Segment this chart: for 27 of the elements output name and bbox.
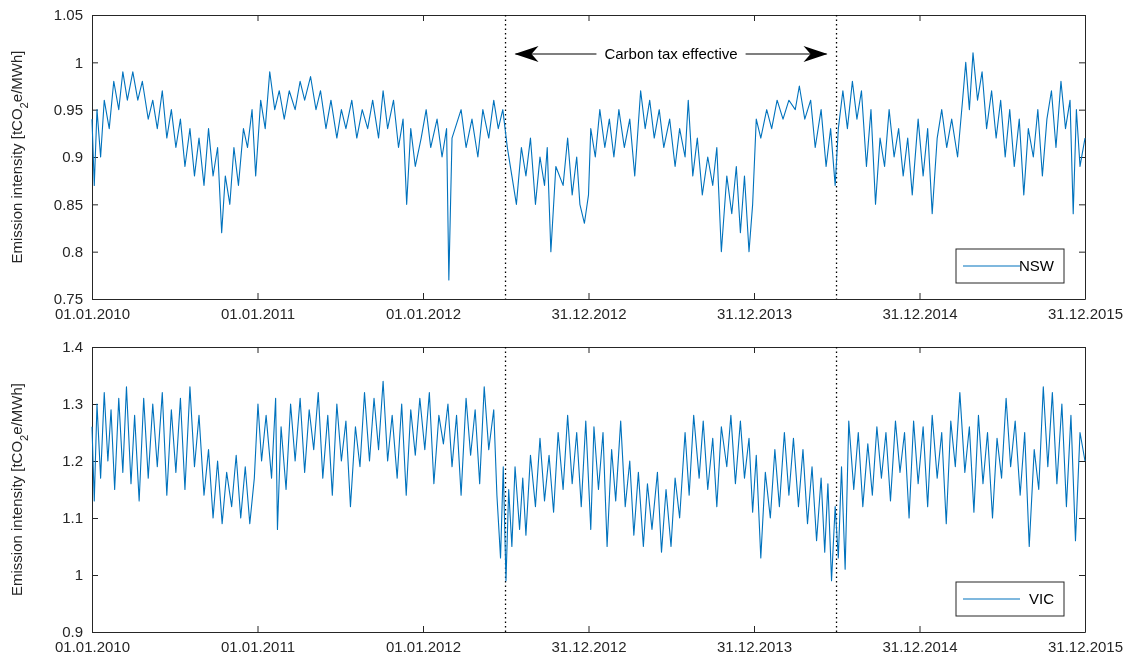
x-tick-label: 01.01.2012 <box>385 637 462 655</box>
x-tick-label: 31.12.2013 <box>716 637 793 655</box>
y-tick-label: 1.1 <box>62 509 83 527</box>
legend-label: VIC <box>1028 590 1055 607</box>
x-tick-label: 31.12.2015 <box>1047 637 1124 655</box>
x-tick-label: 31.12.2012 <box>551 637 627 655</box>
y-tick-label: 0.95 <box>53 100 83 118</box>
y-tick-label: 0.8 <box>62 242 83 260</box>
x-tick-label: 31.12.2014 <box>882 637 958 655</box>
y-tick-label: 1 <box>74 566 83 584</box>
y-tick-label: 1.3 <box>62 395 83 413</box>
y-tick-label: 1 <box>74 53 83 71</box>
y-tick-label: 0.85 <box>53 195 83 213</box>
x-tick-label: 31.12.2014 <box>882 304 958 322</box>
x-tick-label: 01.01.2012 <box>385 304 462 322</box>
x-tick-label: 31.12.2015 <box>1047 304 1124 322</box>
x-tick-label: 31.12.2012 <box>551 304 627 322</box>
y-tick-label: 1.05 <box>53 6 83 24</box>
legend-label: NSW <box>1019 257 1055 274</box>
y-tick-label: 1.4 <box>62 338 83 356</box>
x-tick-label: 01.01.2011 <box>221 637 295 655</box>
x-tick-label: 01.01.2011 <box>221 304 295 322</box>
line-series <box>91 380 1086 582</box>
y-tick-label: 0.9 <box>62 148 83 166</box>
x-tick-label: 31.12.2013 <box>716 304 793 322</box>
annotation: Carbon tax effective <box>604 45 738 62</box>
y-tick-label: 1.2 <box>62 452 83 470</box>
